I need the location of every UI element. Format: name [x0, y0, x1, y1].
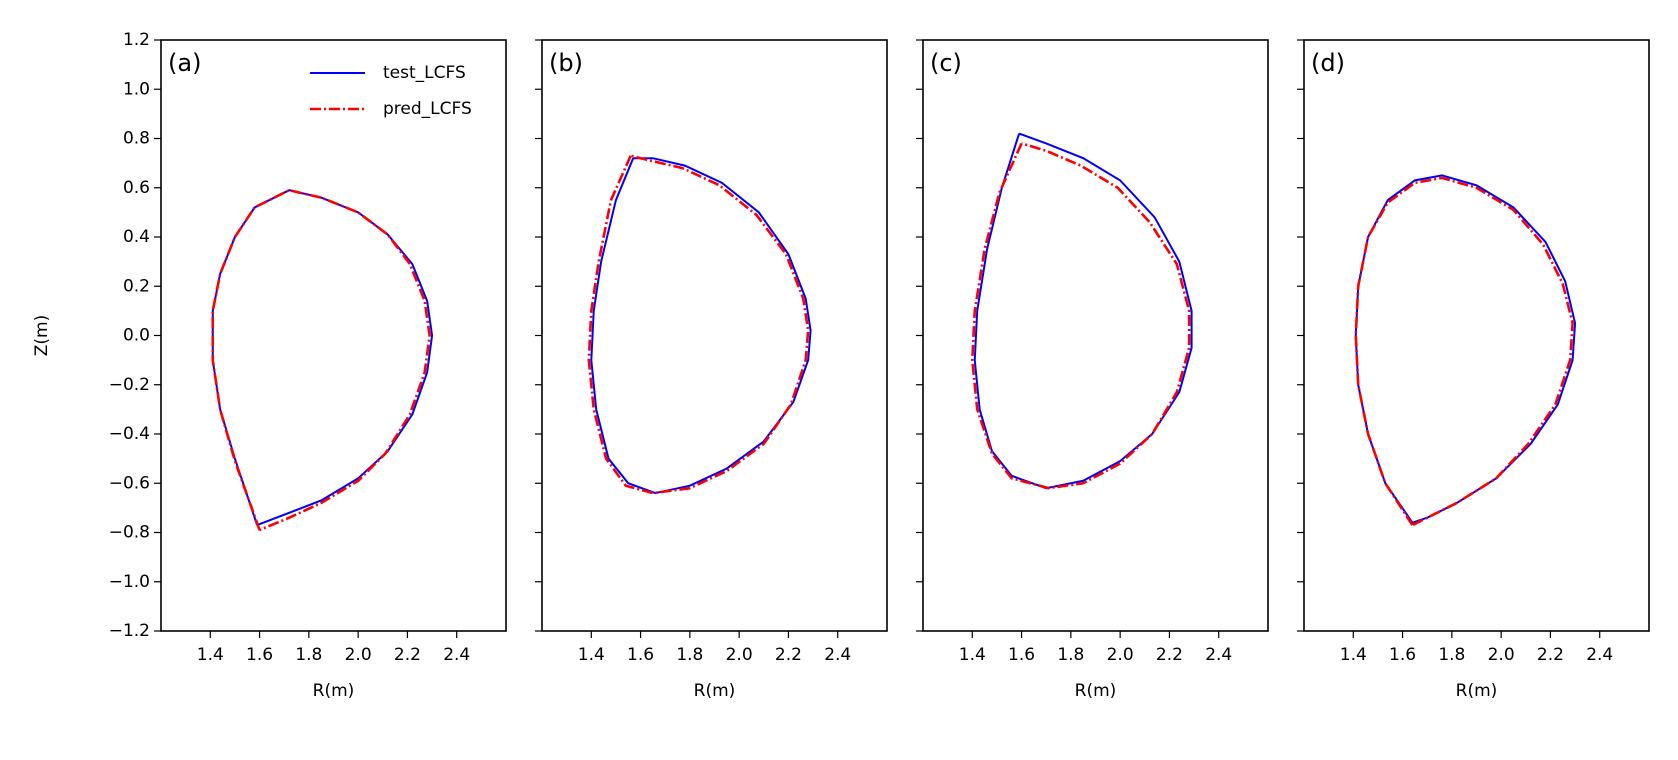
x-tick-label: 2.2 — [1537, 645, 1564, 665]
x-tick-label: 2.0 — [726, 645, 753, 665]
x-tick-label: 2.2 — [775, 645, 802, 665]
x-tick-label: 2.2 — [394, 645, 421, 665]
x-tick-label: 2.2 — [1156, 645, 1183, 665]
lcfs-line — [211, 189, 434, 527]
axes-frame — [541, 39, 888, 632]
panel-label: (c) — [930, 49, 962, 77]
y-axis-label: Z(m) — [32, 315, 52, 356]
lcfs-line — [587, 154, 810, 495]
lcfs-line — [973, 132, 1193, 490]
x-axis-label: R(m) — [1456, 681, 1498, 701]
axes-frame — [922, 39, 1269, 632]
panel-label: (a) — [168, 49, 201, 77]
y-tick-label: −0.4 — [109, 424, 150, 444]
x-tick-label: 1.8 — [1438, 645, 1465, 665]
y-tick-label: 0.2 — [123, 276, 150, 296]
lcfs-line — [970, 142, 1191, 490]
x-tick-label: 2.0 — [1488, 645, 1515, 665]
y-tick-label: −0.8 — [109, 523, 150, 543]
x-axis-label: R(m) — [694, 681, 736, 701]
x-tick-label: 2.0 — [345, 645, 372, 665]
x-tick-label: 1.6 — [627, 645, 654, 665]
lcfs-line — [1354, 176, 1574, 527]
panel-label: (b) — [549, 49, 583, 77]
axes-frame — [1303, 39, 1650, 632]
y-tick-label: 0.6 — [123, 178, 150, 198]
lcfs-line — [211, 188, 431, 532]
x-tick-label: 1.4 — [1340, 645, 1367, 665]
y-tick-label: 0.0 — [123, 326, 150, 346]
axes-frame — [160, 39, 507, 632]
x-tick-label: 1.8 — [676, 645, 703, 665]
x-tick-label: 1.6 — [1008, 645, 1035, 665]
y-tick-label: −0.2 — [109, 375, 150, 395]
x-tick-label: 2.4 — [1586, 645, 1613, 665]
lcfs-line — [590, 157, 812, 495]
y-tick-label: −1.2 — [109, 621, 150, 641]
x-tick-label: 1.8 — [295, 645, 322, 665]
y-tick-label: 0.8 — [123, 129, 150, 149]
x-tick-label: 1.4 — [197, 645, 224, 665]
x-axis-label: R(m) — [313, 681, 355, 701]
x-tick-label: 1.4 — [578, 645, 605, 665]
x-tick-label: 1.4 — [959, 645, 986, 665]
x-tick-label: 2.4 — [824, 645, 851, 665]
x-tick-label: 1.6 — [1389, 645, 1416, 665]
y-tick-label: −0.6 — [109, 473, 150, 493]
x-tick-label: 2.0 — [1107, 645, 1134, 665]
y-tick-label: −1.0 — [109, 572, 150, 592]
lcfs-line — [1354, 174, 1577, 524]
x-tick-label: 2.4 — [1205, 645, 1232, 665]
x-tick-label: 1.8 — [1057, 645, 1084, 665]
y-tick-label: 1.0 — [123, 79, 150, 99]
y-tick-label: 1.2 — [123, 30, 150, 50]
x-axis-label: R(m) — [1075, 681, 1117, 701]
panel-label: (d) — [1311, 49, 1345, 77]
legend-label: test_LCFS — [383, 63, 466, 83]
y-tick-label: 0.4 — [123, 227, 150, 247]
x-tick-label: 2.4 — [443, 645, 470, 665]
legend-label: pred_LCFS — [383, 99, 472, 119]
x-tick-label: 1.6 — [246, 645, 273, 665]
